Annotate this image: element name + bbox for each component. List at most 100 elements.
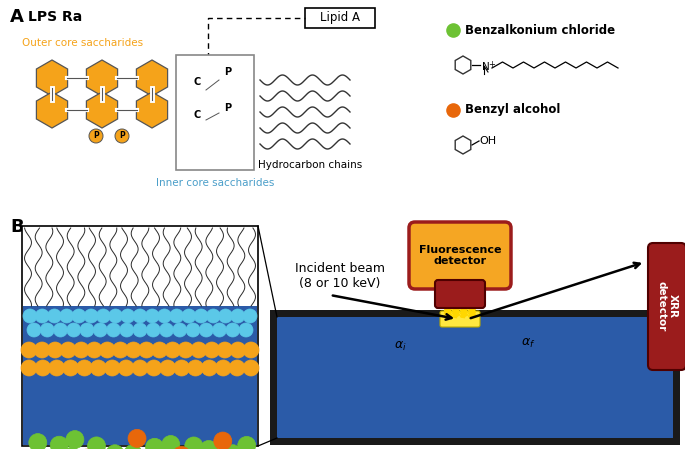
Circle shape <box>199 323 213 337</box>
Bar <box>270 310 680 445</box>
Text: LPS Ra: LPS Ra <box>28 10 82 24</box>
Circle shape <box>190 342 207 358</box>
Circle shape <box>201 360 217 376</box>
Circle shape <box>121 309 135 323</box>
Circle shape <box>194 309 208 323</box>
Circle shape <box>231 309 245 323</box>
Circle shape <box>90 360 106 376</box>
Circle shape <box>217 342 233 358</box>
Circle shape <box>77 360 92 376</box>
Circle shape <box>160 323 173 337</box>
Text: Benzalkonium chloride: Benzalkonium chloride <box>465 23 615 36</box>
Circle shape <box>35 309 49 323</box>
Text: N: N <box>482 62 490 72</box>
Circle shape <box>73 342 89 358</box>
Circle shape <box>47 309 62 323</box>
Circle shape <box>128 429 146 447</box>
Circle shape <box>239 323 253 337</box>
Circle shape <box>214 432 232 449</box>
Polygon shape <box>215 57 241 87</box>
Circle shape <box>106 445 124 449</box>
Polygon shape <box>184 100 210 130</box>
Bar <box>176 55 254 170</box>
Circle shape <box>243 360 259 376</box>
FancyBboxPatch shape <box>440 311 480 327</box>
Circle shape <box>108 309 123 323</box>
Circle shape <box>89 129 103 143</box>
Circle shape <box>104 360 121 376</box>
Circle shape <box>182 309 196 323</box>
Circle shape <box>60 309 74 323</box>
Circle shape <box>133 323 147 337</box>
Circle shape <box>170 309 184 323</box>
Text: A: A <box>10 8 24 26</box>
Circle shape <box>173 360 190 376</box>
FancyBboxPatch shape <box>648 243 685 370</box>
Circle shape <box>86 342 102 358</box>
Circle shape <box>53 323 68 337</box>
Circle shape <box>84 309 98 323</box>
Circle shape <box>29 434 47 449</box>
Circle shape <box>186 323 200 337</box>
Circle shape <box>23 309 37 323</box>
Text: $\alpha_i$: $\alpha_i$ <box>394 339 406 352</box>
Circle shape <box>226 323 240 337</box>
Polygon shape <box>184 67 210 97</box>
Circle shape <box>151 342 168 358</box>
Circle shape <box>88 437 105 449</box>
Circle shape <box>35 360 51 376</box>
Circle shape <box>188 360 203 376</box>
Circle shape <box>115 129 129 143</box>
Circle shape <box>34 342 50 358</box>
Circle shape <box>215 360 232 376</box>
Circle shape <box>146 360 162 376</box>
Text: Inner core saccharides: Inner core saccharides <box>155 178 274 188</box>
Circle shape <box>146 438 164 449</box>
Point <box>447 106 458 114</box>
Circle shape <box>138 342 155 358</box>
FancyBboxPatch shape <box>435 280 485 308</box>
Circle shape <box>80 323 94 337</box>
Circle shape <box>93 323 108 337</box>
Circle shape <box>72 309 86 323</box>
Circle shape <box>66 431 84 449</box>
Circle shape <box>63 447 81 449</box>
Circle shape <box>106 323 121 337</box>
Bar <box>305 8 375 28</box>
Text: Fluorescence
detector: Fluorescence detector <box>419 245 501 266</box>
Circle shape <box>66 323 81 337</box>
Circle shape <box>173 323 187 337</box>
Text: XRR
detector: XRR detector <box>656 282 677 332</box>
Text: C: C <box>193 110 201 120</box>
Text: Benzyl alcohol: Benzyl alcohol <box>465 104 560 116</box>
Text: P: P <box>225 67 232 77</box>
Circle shape <box>160 360 176 376</box>
Bar <box>277 317 673 438</box>
Circle shape <box>173 446 190 449</box>
Polygon shape <box>86 92 118 128</box>
Circle shape <box>49 360 65 376</box>
Circle shape <box>238 436 256 449</box>
Circle shape <box>158 309 171 323</box>
Text: P: P <box>93 132 99 141</box>
Circle shape <box>204 342 220 358</box>
Circle shape <box>40 323 54 337</box>
Circle shape <box>27 323 41 337</box>
Circle shape <box>21 342 37 358</box>
Circle shape <box>200 440 218 449</box>
Circle shape <box>62 360 79 376</box>
Polygon shape <box>36 60 68 96</box>
Text: Outer core saccharides: Outer core saccharides <box>22 38 143 48</box>
Polygon shape <box>136 92 168 128</box>
Text: P: P <box>119 132 125 141</box>
Circle shape <box>50 436 68 449</box>
Circle shape <box>224 445 242 449</box>
Bar <box>23 306 257 445</box>
Circle shape <box>99 342 115 358</box>
Circle shape <box>125 342 142 358</box>
Text: C: C <box>193 77 201 87</box>
Circle shape <box>112 342 128 358</box>
Circle shape <box>21 360 37 376</box>
Circle shape <box>185 437 203 449</box>
Circle shape <box>243 309 257 323</box>
